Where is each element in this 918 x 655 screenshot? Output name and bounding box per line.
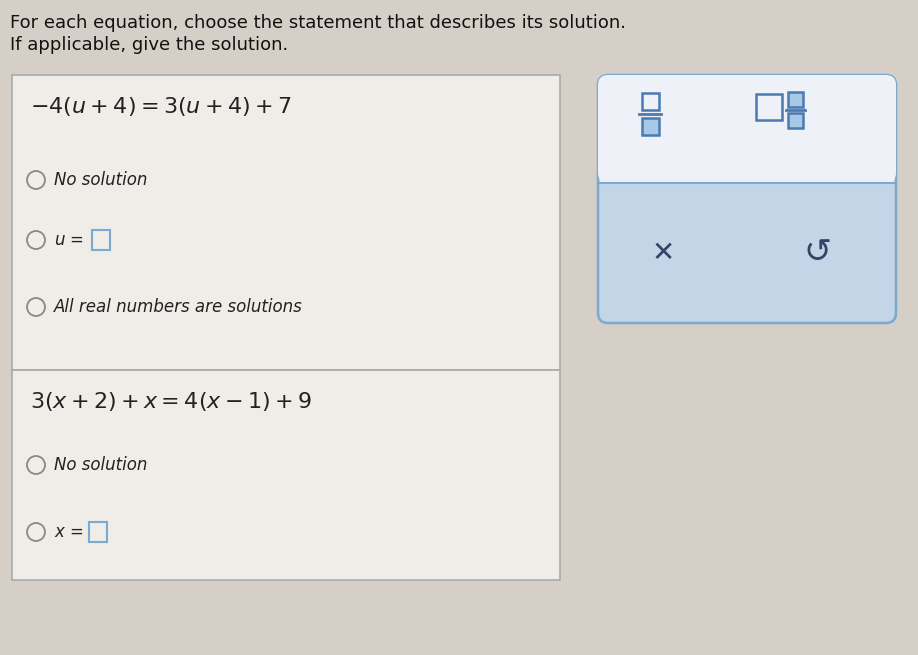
FancyBboxPatch shape (598, 75, 896, 183)
Bar (788, 113, 803, 128)
FancyBboxPatch shape (598, 75, 896, 323)
Text: All real numbers are solutions: All real numbers are solutions (54, 298, 303, 316)
Bar (92, 230, 110, 250)
Bar (89, 522, 107, 542)
Text: ✕: ✕ (652, 239, 675, 267)
Text: No solution: No solution (54, 456, 148, 474)
Text: If applicable, give the solution.: If applicable, give the solution. (10, 36, 288, 54)
Bar (788, 92, 803, 107)
FancyBboxPatch shape (12, 370, 560, 580)
Text: $x$ =: $x$ = (54, 523, 84, 541)
Text: $3(x + 2) + x = 4(x - 1) + 9$: $3(x + 2) + x = 4(x - 1) + 9$ (30, 390, 312, 413)
Text: ↺: ↺ (804, 236, 832, 269)
Text: $u$ =: $u$ = (54, 231, 84, 249)
Text: $-4(u + 4) = 3(u + 4) + 7$: $-4(u + 4) = 3(u + 4) + 7$ (30, 95, 292, 118)
Text: For each equation, choose the statement that describes its solution.: For each equation, choose the statement … (10, 14, 626, 32)
Bar (642, 93, 659, 110)
Bar (600, 168, 894, 183)
Text: No solution: No solution (54, 171, 148, 189)
Bar (756, 94, 782, 120)
Bar (642, 118, 659, 135)
FancyBboxPatch shape (12, 75, 560, 370)
